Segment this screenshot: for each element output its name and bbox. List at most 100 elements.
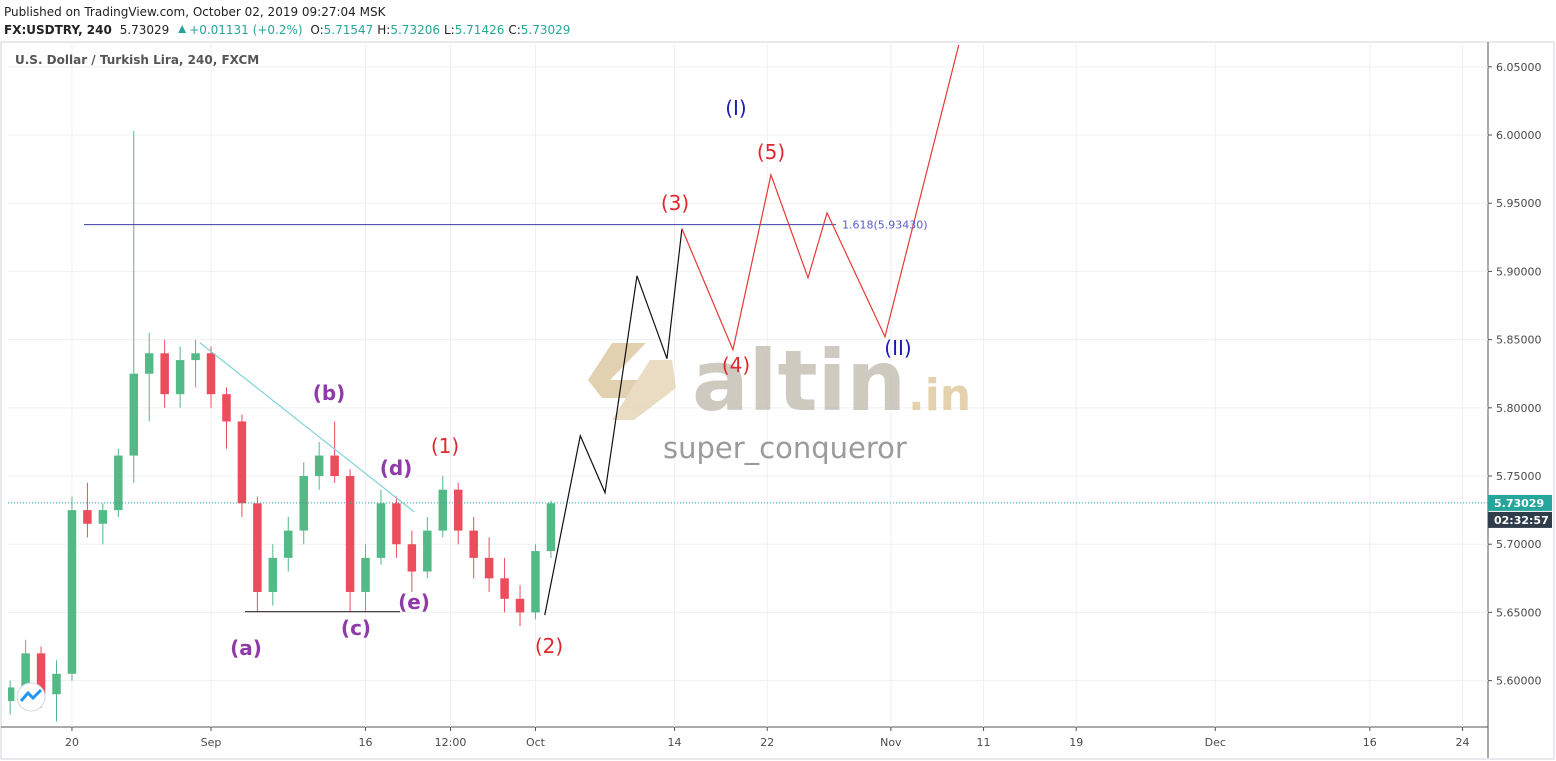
quote-value: 5.71426 (455, 23, 505, 37)
y-tick-label: 5.75000 (1496, 470, 1542, 483)
watermark-user: super_conqueror (663, 431, 907, 465)
y-tick-label: 5.60000 (1496, 675, 1542, 688)
x-tick-label: 22 (760, 736, 774, 749)
candle-body (144, 353, 154, 374)
y-tick-label: 5.80000 (1496, 402, 1542, 415)
countdown-badge (1488, 511, 1552, 528)
candle-body (206, 353, 216, 395)
candle-body (515, 598, 525, 613)
last-price-label: 5.73029 (1494, 497, 1544, 510)
fib-label: 1.618(5.93430) (842, 219, 928, 232)
candle-body (484, 557, 494, 579)
y-tick-label: 6.00000 (1496, 129, 1542, 142)
x-tick-label: 11 (977, 736, 991, 749)
quote-value: 5.73029 (521, 23, 571, 37)
wave-line (199, 342, 415, 513)
candle-body (546, 503, 556, 552)
candle-body (345, 476, 355, 592)
candle-body (67, 510, 77, 674)
x-tick-label: 16 (1363, 736, 1377, 749)
candle-body (453, 489, 463, 531)
watermark-brand: altin (692, 332, 906, 430)
candle-body (52, 673, 61, 695)
x-tick-label: Sep (201, 736, 222, 749)
candle-body (253, 503, 262, 592)
candle-body (299, 476, 308, 531)
last-price-badge (1488, 494, 1552, 511)
candle-body (222, 394, 231, 422)
wave-label: (3) (661, 191, 689, 215)
countdown-label: 02:32:57 (1494, 514, 1549, 527)
wave-label: (4) (722, 353, 750, 377)
x-tick-label: 24 (1456, 736, 1470, 749)
logo-shape (612, 360, 676, 420)
candle-body (36, 653, 46, 695)
candle-body (129, 373, 139, 456)
quote-key: L: (444, 23, 455, 37)
y-tick-label: 5.85000 (1496, 334, 1542, 347)
wave-label: (b) (313, 381, 346, 405)
candle-body (175, 360, 185, 395)
candle-body (361, 557, 370, 592)
x-tick-label: 16 (359, 736, 373, 749)
candle-body (376, 503, 386, 558)
symbol: FX:USDTRY, 240 (4, 23, 112, 37)
candle-body (392, 503, 401, 545)
up-arrow (178, 25, 187, 33)
x-tick-label: 19 (1069, 736, 1083, 749)
grid (8, 45, 1488, 727)
quote-value: 5.73206 (390, 23, 440, 37)
candle-body (8, 687, 15, 702)
x-tick-label: Nov (880, 736, 902, 749)
change: +0.01131 (+0.2%) (189, 23, 302, 37)
wave-label: (d) (380, 456, 413, 480)
chart-frame (0, 41, 1555, 760)
overlay: 1.618(5.93430) (a) (b) (c) (d) (e) (1) (2) (3) (4… (230, 96, 927, 660)
watermark-suffix: .in (908, 370, 971, 421)
quote-value: 5.71547 (324, 23, 374, 37)
quote-key: C: (508, 23, 520, 37)
quote-key: H: (377, 23, 390, 37)
x-tick-label: Dec (1205, 736, 1226, 749)
candle-body (160, 353, 169, 395)
candle-body (268, 557, 278, 592)
tv-logo (16, 682, 46, 712)
candle-body (114, 455, 123, 511)
candle-body (237, 421, 247, 504)
wave-label: (1) (431, 434, 459, 458)
wave-label: (a) (230, 636, 262, 660)
y-tick-label: 5.95000 (1496, 197, 1542, 210)
x-tick-label: Oct (526, 736, 546, 749)
candle-body (83, 510, 92, 524)
quote-line: FX:USDTRY, 240 5.73029 +0.01131 (+0.2%) … (4, 23, 570, 37)
y-tick-label: 5.65000 (1496, 606, 1542, 619)
candle-body (423, 530, 432, 572)
candle-body (21, 653, 30, 688)
wave-label: (I) (725, 96, 747, 120)
wave-line (544, 228, 683, 616)
wave-label: (5) (757, 140, 785, 164)
candle-body (469, 530, 478, 558)
candle-body (314, 455, 324, 477)
x-tick-label: 14 (668, 736, 682, 749)
y-tick-label: 6.05000 (1496, 61, 1542, 74)
quote-key: O: (310, 23, 323, 37)
watermark: altin .in super_conqueror (588, 332, 971, 465)
candle-body (500, 578, 509, 599)
last-price: 5.73029 (120, 23, 170, 37)
published-note: Published on TradingView.com, October 02… (4, 5, 387, 19)
candle-body (191, 353, 200, 361)
chart-title: U.S. Dollar / Turkish Lira, 240, FXCM (15, 53, 259, 67)
wave-line (681, 45, 960, 352)
candle-body (531, 551, 540, 613)
x-tick-label: 20 (65, 736, 79, 749)
wave-label: (II) (884, 336, 911, 360)
candle-body (284, 530, 293, 558)
candle-body (98, 510, 108, 524)
candle-body (407, 544, 417, 572)
candle-body (330, 455, 339, 477)
y-tick-label: 5.70000 (1496, 538, 1542, 551)
x-tick-label: 12:00 (435, 736, 467, 749)
wave-label: (2) (535, 634, 563, 658)
